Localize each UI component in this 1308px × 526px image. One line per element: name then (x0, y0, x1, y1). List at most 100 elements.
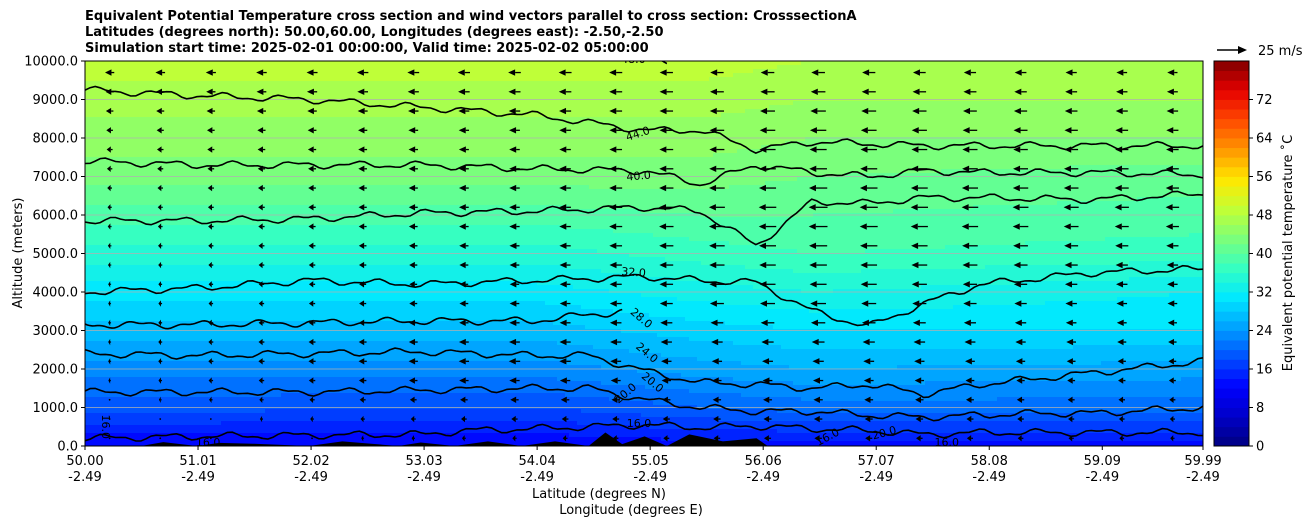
field-cell (141, 85, 146, 90)
field-cell (253, 229, 258, 234)
field-cell (217, 173, 222, 178)
field-cell (225, 401, 230, 406)
field-cell (193, 109, 198, 114)
field-cell (145, 81, 150, 86)
field-cell (113, 293, 118, 298)
field-cell (273, 81, 278, 86)
field-cell (165, 101, 170, 106)
field-cell (281, 69, 286, 74)
field-cell (261, 93, 266, 98)
field-cell (205, 333, 210, 338)
field-cell (273, 229, 278, 234)
field-cell (177, 389, 182, 394)
field-cell (145, 85, 150, 90)
field-cell (285, 277, 290, 282)
field-cell (113, 241, 118, 246)
field-cell (265, 89, 270, 94)
field-cell (109, 193, 114, 198)
field-cell (157, 241, 162, 246)
field-cell (213, 437, 218, 442)
field-cell (217, 225, 222, 230)
field-cell (201, 301, 206, 306)
field-cell (113, 109, 118, 114)
field-cell (261, 249, 266, 254)
field-cell (89, 365, 94, 370)
field-cell (133, 225, 138, 230)
field-cell (137, 393, 142, 398)
field-cell (149, 133, 154, 138)
field-cell (101, 417, 106, 422)
field-cell (261, 413, 266, 418)
field-cell (125, 325, 130, 330)
field-cell (85, 233, 90, 238)
field-cell (205, 437, 210, 442)
field-cell (97, 197, 102, 202)
field-cell (105, 385, 110, 390)
field-cell (157, 209, 162, 214)
field-cell (89, 317, 94, 322)
field-cell (141, 105, 146, 110)
field-cell (261, 293, 266, 298)
field-cell (217, 209, 222, 214)
field-cell (177, 233, 182, 238)
field-cell (89, 393, 94, 398)
field-cell (253, 93, 258, 98)
field-cell (201, 421, 206, 426)
field-cell (129, 321, 134, 326)
field-cell (117, 157, 122, 162)
field-cell (209, 353, 214, 358)
field-cell (201, 361, 206, 366)
field-cell (197, 209, 202, 214)
field-cell (169, 409, 174, 414)
field-cell (245, 201, 250, 206)
field-cell (133, 161, 138, 166)
field-cell (213, 409, 218, 414)
field-cell (285, 145, 290, 150)
field-cell (89, 241, 94, 246)
field-cell (273, 269, 278, 274)
field-cell (145, 105, 150, 110)
field-cell (249, 297, 254, 302)
field-cell (137, 413, 142, 418)
field-cell (189, 333, 194, 338)
field-cell (109, 161, 114, 166)
field-cell (117, 389, 122, 394)
field-cell (241, 209, 246, 214)
field-cell (181, 337, 186, 342)
field-cell (181, 321, 186, 326)
field-cell (153, 301, 158, 306)
field-cell (289, 117, 294, 122)
field-cell (245, 189, 250, 194)
field-cell (277, 129, 282, 134)
field-cell (181, 317, 186, 322)
field-cell (217, 73, 222, 78)
field-cell (101, 301, 106, 306)
field-cell (213, 301, 218, 306)
field-cell (197, 345, 202, 350)
field-cell (213, 149, 218, 154)
field-cell (257, 181, 262, 186)
field-cell (145, 421, 150, 426)
field-cell (281, 145, 286, 150)
field-cell (153, 293, 158, 298)
field-cell (133, 265, 138, 270)
field-cell (137, 381, 142, 386)
field-cell (157, 289, 162, 294)
field-cell (109, 197, 114, 202)
field-cell (173, 257, 178, 262)
field-cell (281, 397, 286, 402)
field-cell (277, 441, 282, 446)
field-cell (281, 421, 286, 426)
field-cell (225, 337, 230, 342)
field-cell (153, 365, 158, 370)
field-cell (273, 441, 278, 446)
field-cell (225, 141, 230, 146)
field-cell (249, 281, 254, 286)
field-cell (185, 137, 190, 142)
field-cell (177, 137, 182, 142)
field-cell (277, 421, 282, 426)
field-cell (277, 165, 282, 170)
field-cell (245, 321, 250, 326)
field-cell (265, 217, 270, 222)
field-cell (273, 245, 278, 250)
